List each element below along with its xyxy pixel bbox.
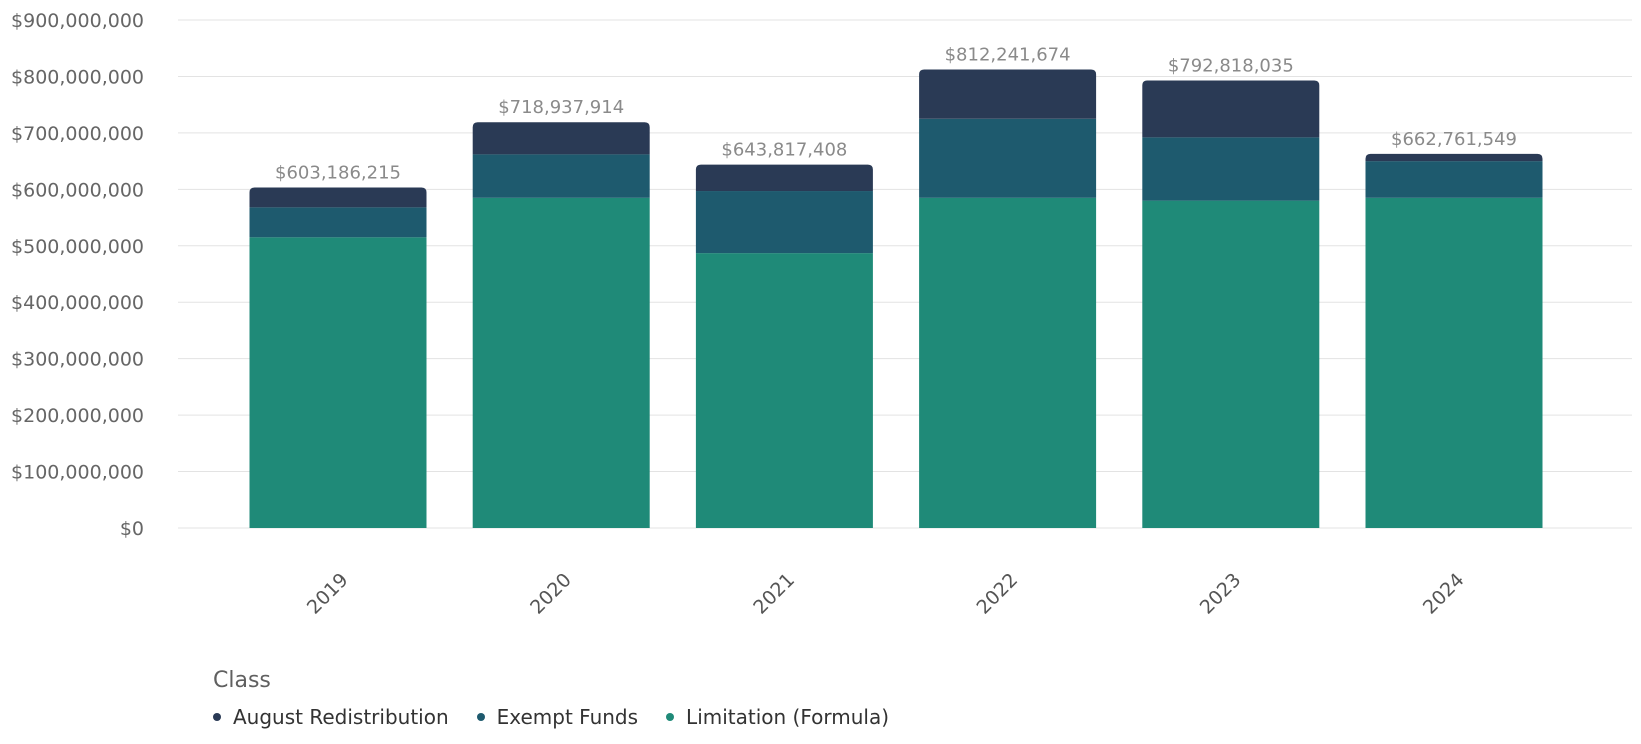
total-labels: $603,186,215 $718,937,914 $643,817,408 $812… (275, 45, 1517, 184)
x-tick-label: 2021 (749, 569, 799, 619)
total-data-label: $662,761,549 (1391, 129, 1517, 150)
x-tick-label: 2022 (972, 569, 1022, 619)
legend-label: August Redistribution (233, 705, 449, 729)
legend-label: Exempt Funds (496, 705, 639, 729)
legend-dot-icon (666, 713, 675, 721)
bar-segment[interactable] (249, 237, 427, 529)
y-axis: $0 $100,000,000 $200,000,000 $300,000,000 $4… (11, 10, 144, 540)
bar-segment[interactable] (919, 197, 1097, 529)
total-data-label: $718,937,914 (498, 97, 624, 118)
bar-segment[interactable] (472, 154, 650, 198)
total-data-label: $603,186,215 (275, 163, 401, 184)
bar-segment[interactable] (472, 122, 650, 155)
y-tick-label: $900,000,000 (11, 10, 144, 32)
bar-segment[interactable] (1142, 137, 1320, 201)
x-tick-label: 2019 (303, 569, 353, 619)
bar-segment[interactable] (249, 187, 427, 208)
bar-segment[interactable] (1142, 80, 1320, 138)
legend-dot-icon (476, 713, 485, 721)
y-tick-label: $800,000,000 (11, 66, 144, 88)
bar-segment[interactable] (1142, 200, 1320, 528)
total-data-label: $643,817,408 (721, 140, 847, 161)
bar-segment[interactable] (919, 118, 1097, 198)
legend: Class August Redistribution Exempt Funds… (213, 668, 889, 729)
y-tick-label: $700,000,000 (11, 123, 144, 145)
y-tick-label: $0 (120, 518, 144, 540)
bar-segment[interactable] (249, 207, 427, 238)
x-tick-label: 2023 (1196, 569, 1246, 619)
y-tick-label: $100,000,000 (11, 462, 144, 484)
legend-dot-icon (213, 713, 221, 721)
bar-segment[interactable] (1365, 197, 1543, 529)
bar-segment[interactable] (695, 253, 873, 529)
bar-segment[interactable] (695, 164, 873, 192)
legend-title: Class (213, 668, 271, 693)
legend-label: Limitation (Formula) (686, 705, 890, 729)
y-tick-label: $500,000,000 (11, 236, 144, 258)
y-tick-label: $200,000,000 (11, 405, 144, 427)
x-tick-label: 2020 (526, 569, 576, 619)
legend-item-august-redistribution[interactable]: August Redistribution (213, 705, 449, 729)
legend-items: August Redistribution Exempt Funds Limit… (213, 705, 889, 729)
total-data-label: $812,241,674 (945, 45, 1071, 66)
x-axis: 2019 2020 2021 2022 2023 2024 (303, 569, 1469, 619)
bar-segment[interactable] (919, 69, 1097, 119)
y-tick-label: $600,000,000 (11, 179, 144, 201)
x-tick-label: 2024 (1419, 569, 1469, 619)
legend-item-exempt-funds[interactable]: Exempt Funds (476, 705, 639, 729)
legend-item-limitation-formula[interactable]: Limitation (Formula) (666, 705, 889, 729)
y-tick-label: $300,000,000 (11, 349, 144, 371)
bar-segment[interactable] (695, 191, 873, 254)
y-tick-label: $400,000,000 (11, 292, 144, 314)
bars (249, 69, 1543, 529)
bar-segment[interactable] (1365, 161, 1543, 198)
bar-segment[interactable] (472, 197, 650, 529)
bar-segment[interactable] (1365, 153, 1543, 162)
total-data-label: $792,818,035 (1168, 55, 1294, 76)
